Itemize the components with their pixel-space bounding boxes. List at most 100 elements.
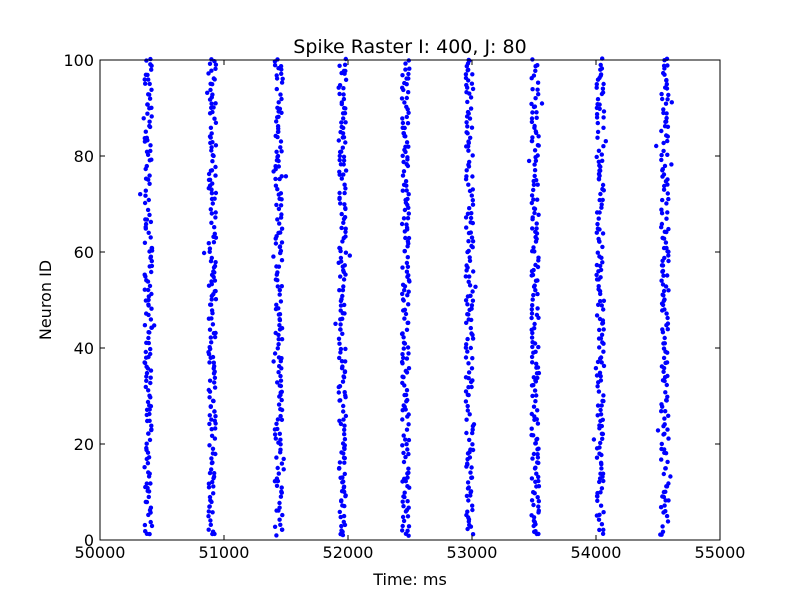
- spike-marker: [403, 454, 408, 460]
- spike-marker: [206, 509, 211, 514]
- spike-marker: [470, 153, 475, 158]
- spike-marker: [341, 68, 347, 74]
- spike-marker: [403, 392, 409, 398]
- spike-marker: [535, 408, 540, 413]
- spike-marker: [340, 480, 345, 485]
- spike-marker: [208, 81, 213, 87]
- spike-marker: [597, 479, 602, 485]
- spike-marker: [146, 197, 151, 203]
- spike-marker: [661, 298, 667, 303]
- spike-marker: [146, 455, 152, 460]
- spike-marker: [340, 239, 345, 244]
- spike-marker: [278, 407, 283, 412]
- spike-marker: [275, 129, 281, 135]
- spike-marker: [343, 250, 349, 255]
- spike-marker: [212, 436, 218, 441]
- spike-marker: [278, 390, 283, 395]
- spike-marker: [213, 173, 218, 178]
- spike-marker: [143, 188, 148, 193]
- spike-marker: [470, 239, 476, 244]
- spike-marker: [276, 164, 281, 169]
- spike-marker: [601, 327, 606, 332]
- spike-marker: [465, 294, 471, 299]
- spike-marker: [469, 465, 474, 470]
- spike-marker: [470, 220, 475, 226]
- spike-marker: [148, 380, 153, 386]
- spike-marker: [342, 202, 347, 207]
- spike-marker: [337, 465, 342, 471]
- spike-marker: [212, 380, 217, 385]
- spike-marker: [661, 148, 666, 154]
- spike-marker: [665, 459, 670, 465]
- spike-marker: [659, 457, 664, 462]
- spike-marker: [283, 174, 289, 179]
- spike-marker: [343, 413, 349, 419]
- spike-marker: [337, 63, 342, 68]
- spike-marker: [661, 172, 667, 177]
- spike-marker: [660, 282, 666, 287]
- spike-marker: [658, 505, 664, 510]
- spike-marker: [598, 355, 604, 360]
- spike-marker: [341, 277, 347, 282]
- spike-marker: [277, 244, 283, 250]
- spike-marker: [277, 292, 282, 297]
- spike-marker: [530, 360, 535, 365]
- spike-marker: [278, 139, 284, 144]
- spike-marker: [207, 327, 213, 332]
- spike-marker: [406, 422, 411, 427]
- spike-marker: [600, 182, 606, 188]
- spike-marker: [464, 225, 469, 230]
- spike-marker: [404, 327, 410, 332]
- spike-marker: [339, 176, 344, 181]
- spike-marker: [532, 173, 537, 179]
- spike-marker: [661, 346, 667, 351]
- spike-marker: [662, 255, 667, 261]
- spike-marker: [534, 484, 539, 489]
- spike-marker: [147, 81, 152, 87]
- spike-marker: [470, 187, 475, 192]
- spike-marker: [400, 173, 406, 178]
- spike-marker: [531, 518, 537, 523]
- spike-marker: [464, 417, 469, 422]
- spike-marker: [470, 86, 476, 92]
- spike-marker: [594, 210, 600, 215]
- spike-marker: [533, 262, 538, 268]
- spike-marker: [148, 219, 154, 225]
- spike-marker: [601, 125, 606, 130]
- spike-marker: [598, 471, 603, 476]
- spike-marker: [149, 523, 155, 529]
- spike-marker: [529, 498, 535, 503]
- spike-marker: [664, 77, 669, 83]
- spike-marker: [401, 159, 406, 165]
- spike-marker: [663, 85, 668, 90]
- spike-marker: [536, 255, 541, 260]
- spike-marker: [536, 212, 541, 217]
- spike-marker: [209, 57, 214, 62]
- spike-marker: [144, 135, 149, 140]
- spike-marker: [594, 513, 600, 518]
- spike-marker: [404, 269, 410, 274]
- spike-marker: [213, 101, 218, 106]
- spike-marker: [600, 531, 606, 536]
- spike-marker: [149, 87, 154, 93]
- spike-marker: [403, 149, 408, 155]
- spike-marker: [143, 72, 149, 78]
- spike-marker: [209, 196, 215, 202]
- spike-marker: [209, 220, 214, 225]
- spike-marker: [664, 311, 669, 316]
- spike-marker: [272, 351, 278, 356]
- spike-marker: [595, 359, 601, 365]
- spike-marker: [213, 451, 218, 457]
- spike-marker: [600, 197, 605, 203]
- spike-marker: [659, 446, 664, 452]
- spike-marker: [534, 437, 539, 442]
- spike-marker: [666, 258, 671, 264]
- spike-marker: [148, 368, 154, 373]
- spike-marker: [534, 130, 539, 136]
- spike-marker: [600, 260, 605, 265]
- spike-marker: [342, 105, 347, 111]
- spike-marker: [665, 152, 670, 157]
- spike-marker: [343, 168, 349, 173]
- spike-marker: [468, 135, 473, 140]
- spike-marker: [471, 269, 476, 274]
